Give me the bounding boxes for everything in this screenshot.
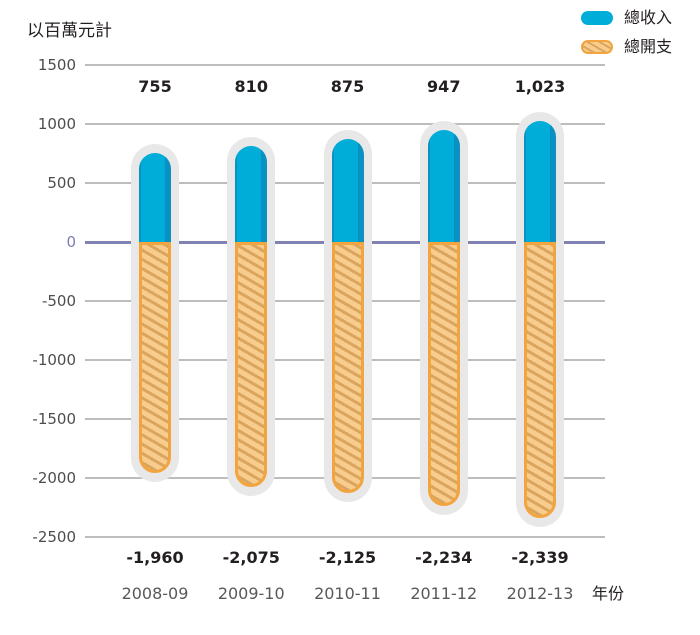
y-tick-label: -1000 <box>32 351 76 369</box>
x-category-label: 2010-11 <box>314 584 381 603</box>
expenditure-value-label: -2,339 <box>511 548 569 567</box>
income-bar <box>427 130 460 242</box>
expenditure-bar <box>139 242 171 474</box>
y-axis-unit-label: 以百萬元計 <box>27 21 112 41</box>
y-tick-label: -2500 <box>32 528 76 546</box>
legend-item-expenditure: 總開支 <box>580 37 672 57</box>
expenditure-value-label: -2,125 <box>318 548 377 567</box>
income-value-label: 1,023 <box>514 77 566 96</box>
x-category-label: 2012-13 <box>506 584 574 603</box>
gridline <box>85 536 605 538</box>
income-swatch-icon <box>580 11 613 25</box>
y-tick-label: 1500 <box>37 56 76 74</box>
y-tick-label: -500 <box>41 292 76 310</box>
y-tick-label: -2000 <box>32 469 76 487</box>
expenditure-bar <box>524 242 556 518</box>
y-tick-label: 0 <box>66 233 76 251</box>
y-tick-label: 500 <box>47 174 76 192</box>
expenditure-bar <box>235 242 268 487</box>
y-tick-label: -1500 <box>32 410 76 428</box>
income-bar <box>524 121 556 242</box>
income-value-label: 810 <box>234 77 268 96</box>
income-value-label: 947 <box>427 77 461 96</box>
legend-label-income: 總收入 <box>623 8 672 27</box>
income-bar <box>331 138 364 242</box>
expenditure-value-label: -2,075 <box>222 548 280 567</box>
x-category-label: 2008-09 <box>121 584 189 603</box>
x-category-label: 2011-12 <box>410 584 478 603</box>
income-bar <box>139 152 171 242</box>
legend-label-expenditure: 總開支 <box>623 37 672 56</box>
gridline <box>85 64 605 66</box>
y-tick-label: 1000 <box>37 115 76 133</box>
income-bar <box>235 146 268 242</box>
gridline <box>85 123 605 125</box>
expenditure-bar <box>331 242 364 493</box>
legend-item-income: 總收入 <box>580 8 672 28</box>
income-value-label: 875 <box>330 77 365 96</box>
income-value-label: 755 <box>138 77 172 96</box>
legend: 總收入 總開支 <box>580 8 672 57</box>
expenditure-value-label: -2,234 <box>415 548 473 567</box>
expenditure-bar <box>427 242 460 506</box>
x-category-label: 2009-10 <box>217 584 285 603</box>
expenditure-value-label: -1,960 <box>126 548 184 567</box>
expenditure-swatch-icon <box>580 40 613 54</box>
x-axis-label: 年份 <box>592 584 625 603</box>
